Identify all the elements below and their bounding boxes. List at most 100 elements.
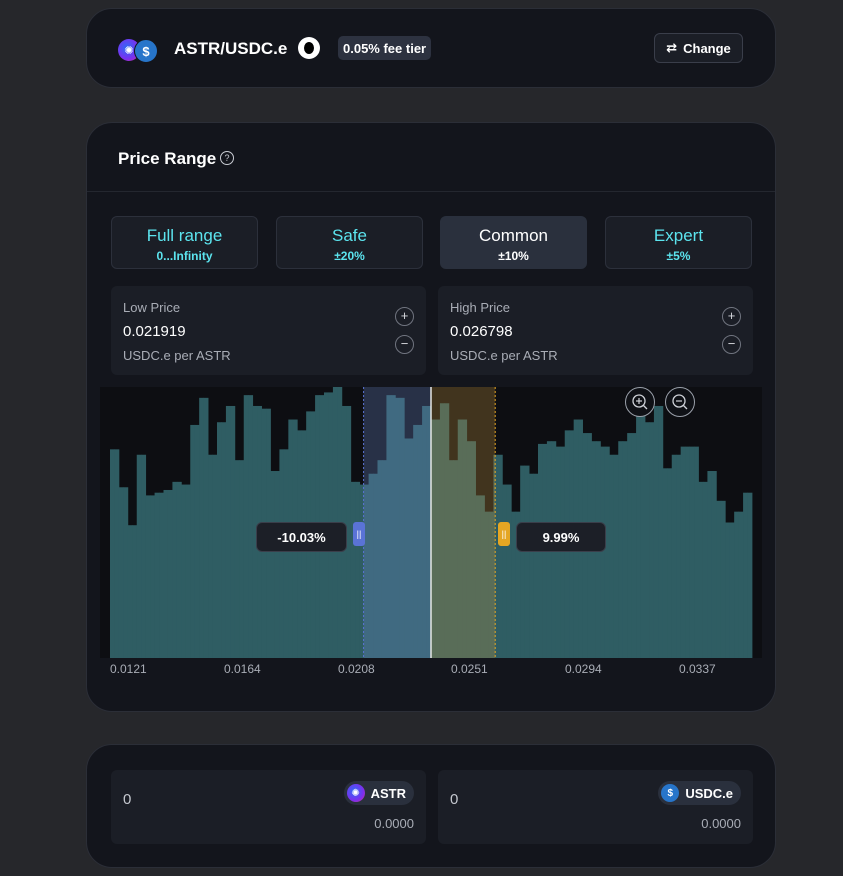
liquidity-bar [600,446,606,658]
liquidity-bar [217,422,222,658]
preset-common[interactable]: Common ±10% [440,216,587,269]
liquidity-bar [435,419,441,658]
liquidity-bar [386,395,392,658]
deposit-astr-amount[interactable]: 0 [123,791,132,808]
change-pair-button[interactable]: ⇄ Change [654,33,743,63]
liquidity-bar [627,433,633,658]
liquidity-bar [484,511,490,658]
liquidity-bar [488,511,494,658]
liquidity-bar [283,449,289,658]
liquidity-bar [631,433,637,658]
high-price-value[interactable]: 0.026798 [450,323,513,340]
liquidity-bar [368,473,374,658]
liquidity-bar [640,400,646,658]
liquidity-bar [110,449,115,658]
liquidity-bar [444,403,450,658]
liquidity-bar [533,473,539,658]
high-price-unit: USDC.e per ASTR [450,348,558,363]
liquidity-bar [738,511,744,658]
low-range-percent: -10.03% [256,522,347,552]
preset-expert[interactable]: Expert ±5% [605,216,752,269]
liquidity-bar [439,403,445,658]
liquidity-bar [252,405,258,658]
low-price-title: Low Price [123,300,181,315]
zoom-out-icon [672,394,688,410]
liquidity-bar [520,465,526,658]
price-range-header: Price Range ? [87,123,775,192]
liquidity-bar [373,473,378,658]
low-price-value[interactable]: 0.021919 [123,323,186,340]
liquidity-bar [555,446,561,658]
astr-token-chip: ✺ ASTR [343,781,414,805]
high-range-percent: 9.99% [516,522,606,552]
liquidity-bar [274,471,280,658]
liquidity-bar [141,454,147,658]
liquidity-bar [694,446,699,658]
liquidity-bar [243,395,249,658]
usdc-token-chip: $ USDC.e [658,781,741,805]
liquidity-bar [716,500,722,658]
dex-protocol-icon [298,37,320,59]
zoom-in-button[interactable] [625,387,655,417]
high-range-handle[interactable]: || [498,522,510,546]
deposit-astr-box[interactable]: 0 ✺ ASTR 0.0000 [111,770,426,844]
liquidity-bar [270,471,276,658]
liquidity-bar [359,484,365,658]
liquidity-bar [390,395,396,658]
liquidity-bar [466,441,472,658]
preset-safe[interactable]: Safe ±20% [276,216,423,269]
x-tick-label: 0.0208 [338,662,375,676]
liquidity-bar [422,405,427,658]
liquidity-bar [221,422,227,658]
high-price-increase-button[interactable]: + [722,307,741,326]
preset-sub: ±10% [498,249,529,263]
liquidity-bar [529,473,534,658]
zoom-in-icon [632,394,648,410]
liquidity-chart[interactable] [100,387,762,658]
preset-full-range[interactable]: Full range 0...Infinity [111,216,258,269]
high-price-decrease-button[interactable]: − [722,335,741,354]
preset-label: Common [479,226,548,245]
liquidity-bar [404,438,410,658]
low-price-increase-button[interactable]: + [395,307,414,326]
usdc-token-symbol: USDC.e [685,785,733,801]
high-price-box: High Price 0.026798 USDC.e per ASTR + − [438,286,753,375]
help-icon[interactable]: ? [220,151,234,165]
liquidity-bar [560,446,566,658]
liquidity-bar [502,484,508,658]
liquidity-bar [457,419,463,658]
liquidity-bar [524,465,530,658]
liquidity-bar [676,454,682,658]
liquidity-bar [604,446,610,658]
preset-sub: ±5% [666,249,691,263]
fee-tier-badge: 0.05% fee tier [338,36,432,60]
low-price-decrease-button[interactable]: − [395,335,414,354]
liquidity-bar [136,454,142,658]
liquidity-bar [127,525,133,658]
liquidity-bar [431,419,436,658]
usdc-logo-icon: $ [134,39,158,63]
low-range-handle[interactable]: || [353,522,365,546]
x-tick-label: 0.0337 [679,662,716,676]
deposit-usdc-amount[interactable]: 0 [450,791,459,808]
liquidity-bar [689,446,695,658]
range-low-area [363,387,431,658]
swap-arrows-icon: ⇄ [666,40,678,55]
liquidity-bar [118,487,124,658]
price-range-title: Price Range [118,149,217,168]
zoom-out-button[interactable] [665,387,695,417]
liquidity-bar [395,397,401,658]
liquidity-bar [381,460,387,658]
liquidity-bar [662,468,668,658]
liquidity-bar [355,481,361,658]
deposit-card: 0 ✺ ASTR 0.0000 0 $ USDC.e 0.0000 [86,744,776,868]
liquidity-bar [462,419,468,658]
liquidity-bar [618,441,624,658]
change-pair-label: Change [683,40,731,56]
liquidity-bar [493,454,499,658]
x-tick-label: 0.0251 [451,662,488,676]
liquidity-bar [649,422,655,658]
liquidity-bar [680,446,686,658]
deposit-usdc-box[interactable]: 0 $ USDC.e 0.0000 [438,770,753,844]
preset-label: Expert [653,226,704,245]
